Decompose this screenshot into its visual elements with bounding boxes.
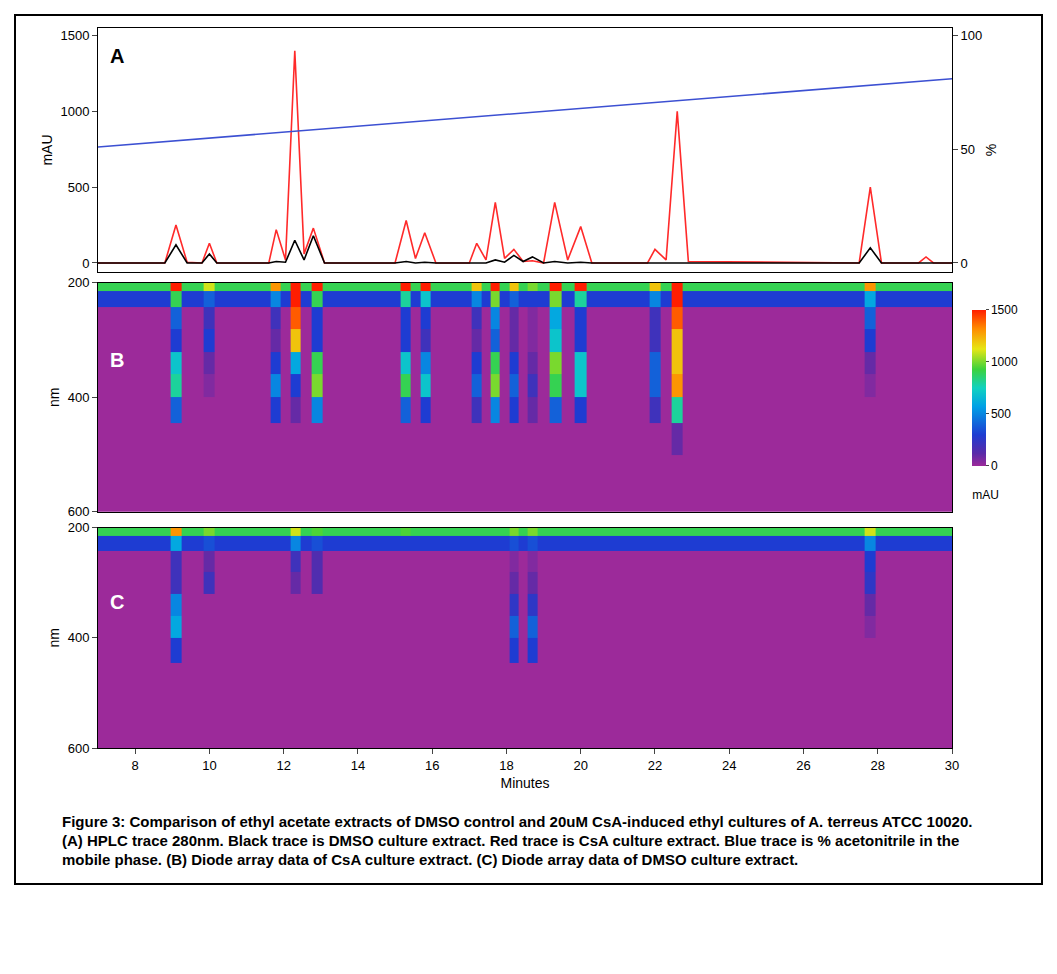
svg-text:28: 28 [871,758,885,773]
html-text:Figure 3: Comparison of ethyl: Figure 3: Comparison of ethyl acetate ex… [62,813,973,868]
svg-text:200: 200 [68,520,90,535]
svg-text:%: % [983,144,999,156]
svg-text:12: 12 [276,758,290,773]
svg-text:1000: 1000 [991,355,1018,369]
svg-text:1500: 1500 [60,28,89,43]
svg-text:18: 18 [499,758,513,773]
svg-text:500: 500 [68,180,90,195]
svg-text:nm: nm [46,628,62,647]
svg-text:B: B [110,349,124,371]
svg-text:400: 400 [68,390,90,405]
svg-text:0: 0 [961,256,968,271]
svg-text:14: 14 [351,758,365,773]
svg-text:Minutes: Minutes [500,775,549,791]
svg-text:100: 100 [961,28,983,43]
svg-text:0: 0 [82,256,89,271]
svg-text:1000: 1000 [60,104,89,119]
svg-text:mAU: mAU [972,488,999,502]
svg-text:8: 8 [132,758,139,773]
svg-text:400: 400 [68,630,90,645]
svg-text:C: C [110,591,124,613]
svg-text:50: 50 [961,142,975,157]
svg-text:600: 600 [68,741,90,756]
svg-text:24: 24 [722,758,736,773]
svg-text:nm: nm [46,388,62,407]
svg-text:0: 0 [991,459,998,473]
svg-text:mAU: mAU [39,134,55,165]
svg-text:16: 16 [425,758,439,773]
svg-text:30: 30 [945,758,959,773]
svg-text:600: 600 [68,504,90,519]
svg-text:10: 10 [202,758,216,773]
svg-text:26: 26 [796,758,810,773]
svg-text:500: 500 [991,407,1011,421]
svg-text:200: 200 [68,275,90,290]
svg-text:A: A [110,45,124,67]
svg-text:1500: 1500 [991,303,1018,317]
svg-text:22: 22 [648,758,662,773]
svg-text:20: 20 [573,758,587,773]
